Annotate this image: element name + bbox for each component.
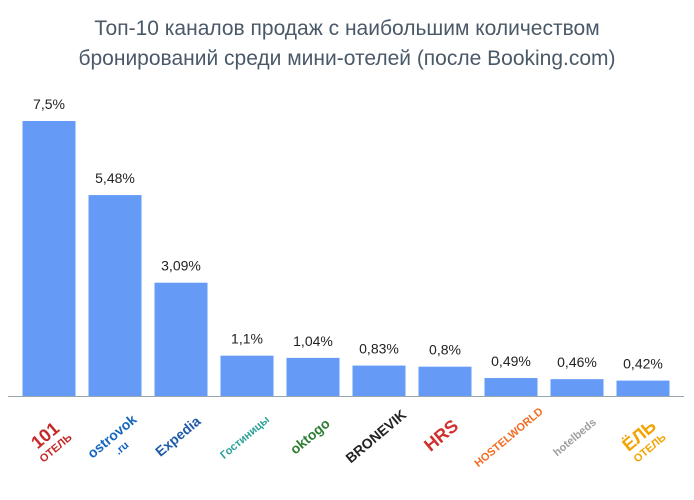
logo-text-2: ostrovok — [84, 411, 140, 461]
bar-6 — [352, 365, 406, 396]
bar-3 — [154, 282, 208, 396]
ostrovok-logo: ostrovok.ru — [84, 411, 140, 461]
logo-text-5: oktogo — [287, 415, 333, 457]
data-label-3: 3,09% — [161, 258, 201, 274]
chart-title-line-1: Топ-10 каналов продаж с наибольшим колич… — [94, 17, 600, 40]
data-label-2: 5,48% — [95, 170, 135, 186]
bar-8 — [484, 378, 538, 396]
logo-text-4: Гостиницы — [218, 414, 272, 462]
logo-text-3: Expedia — [152, 413, 204, 460]
logo-text-7: HRS — [420, 416, 462, 456]
data-labels: 7,5% 5,48% 3,09% 1,1% 1,04% 0,83% 0,8% 0,49% 0,4… — [33, 96, 663, 372]
expedia-globe-logo: Expedia — [152, 413, 204, 460]
data-label-7: 0,8% — [429, 342, 461, 358]
bar-5 — [286, 357, 340, 396]
chart-title: Топ-10 каналов продаж с наибольшим колич… — [0, 14, 694, 74]
hotelbeds-logo: hotelbeds — [551, 416, 599, 459]
bar-4 — [220, 355, 274, 396]
logo-text-8: HOSTELWORLD — [472, 406, 545, 470]
hostelworld-logo: HOSTELWORLD — [472, 406, 545, 470]
bar-10 — [616, 380, 670, 396]
chart-title-line-2: бронирований среди мини-отелей (после Bo… — [78, 47, 616, 70]
oktogo-logo: oktogo — [287, 415, 333, 457]
logo-text-9: hotelbeds — [551, 416, 599, 459]
bar-1 — [22, 121, 76, 396]
bar-series — [22, 121, 670, 396]
hrs-logo: HRS — [420, 416, 462, 456]
bar-7 — [418, 366, 472, 396]
bronevik-logo: BRONEVIK — [342, 406, 409, 466]
data-label-6: 0,83% — [359, 341, 399, 357]
data-label-1: 7,5% — [33, 96, 65, 112]
logo-text-6: BRONEVIK — [342, 406, 409, 466]
data-label-10: 0,42% — [623, 356, 663, 372]
data-label-5: 1,04% — [293, 333, 333, 349]
bar-2 — [88, 195, 142, 396]
data-label-9: 0,46% — [557, 354, 597, 370]
data-label-4: 1,1% — [231, 331, 263, 347]
stars-logo: Гостиницы — [218, 414, 272, 462]
data-label-8: 0,49% — [491, 353, 531, 369]
bar-9 — [550, 379, 604, 396]
